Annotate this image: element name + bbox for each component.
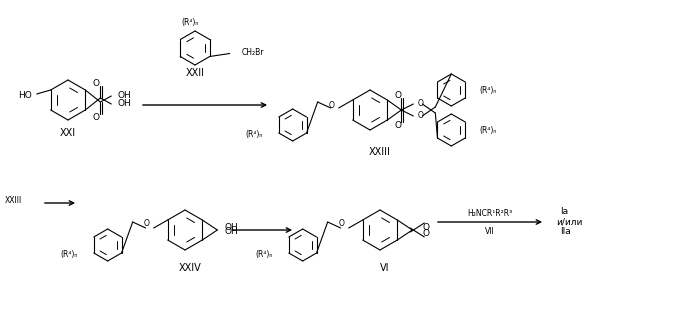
Text: O: O	[395, 121, 402, 129]
Text: CH₂Br: CH₂Br	[242, 48, 264, 57]
Text: O: O	[93, 113, 100, 122]
Text: OH: OH	[117, 99, 131, 109]
Text: XXIII: XXIII	[5, 196, 22, 205]
Text: OH: OH	[224, 223, 238, 233]
Text: O: O	[422, 222, 429, 232]
Text: (R⁴)ₙ: (R⁴)ₙ	[255, 251, 273, 259]
Text: O: O	[395, 90, 402, 99]
Text: (R⁴)ₙ: (R⁴)ₙ	[480, 126, 497, 134]
Text: XXIV: XXIV	[179, 263, 201, 273]
Text: O: O	[417, 99, 423, 109]
Text: IIa: IIa	[560, 227, 571, 237]
Text: XXI: XXI	[60, 128, 76, 138]
Text: O: O	[417, 112, 423, 121]
Text: VII: VII	[485, 227, 495, 237]
Text: (R⁴)ₙ: (R⁴)ₙ	[245, 130, 263, 139]
Text: OH: OH	[224, 227, 238, 237]
Text: O: O	[339, 219, 345, 228]
Text: XXII: XXII	[185, 68, 205, 78]
Text: VI: VI	[380, 263, 390, 273]
Text: H₂NCR¹R²R³: H₂NCR¹R²R³	[468, 209, 512, 217]
Text: OH: OH	[117, 91, 131, 100]
Text: (R⁴)ₙ: (R⁴)ₙ	[480, 85, 497, 94]
Text: O: O	[144, 219, 150, 228]
Text: (R⁴)ₙ: (R⁴)ₙ	[60, 251, 78, 259]
Text: O: O	[422, 228, 429, 238]
Text: и/или: и/или	[556, 217, 582, 226]
Text: Ia: Ia	[560, 208, 568, 216]
Text: (R⁴)ₙ: (R⁴)ₙ	[181, 18, 199, 28]
Text: O: O	[93, 79, 100, 87]
Text: XXIII: XXIII	[369, 147, 391, 157]
Text: HO: HO	[18, 90, 31, 99]
Text: O: O	[329, 100, 335, 110]
